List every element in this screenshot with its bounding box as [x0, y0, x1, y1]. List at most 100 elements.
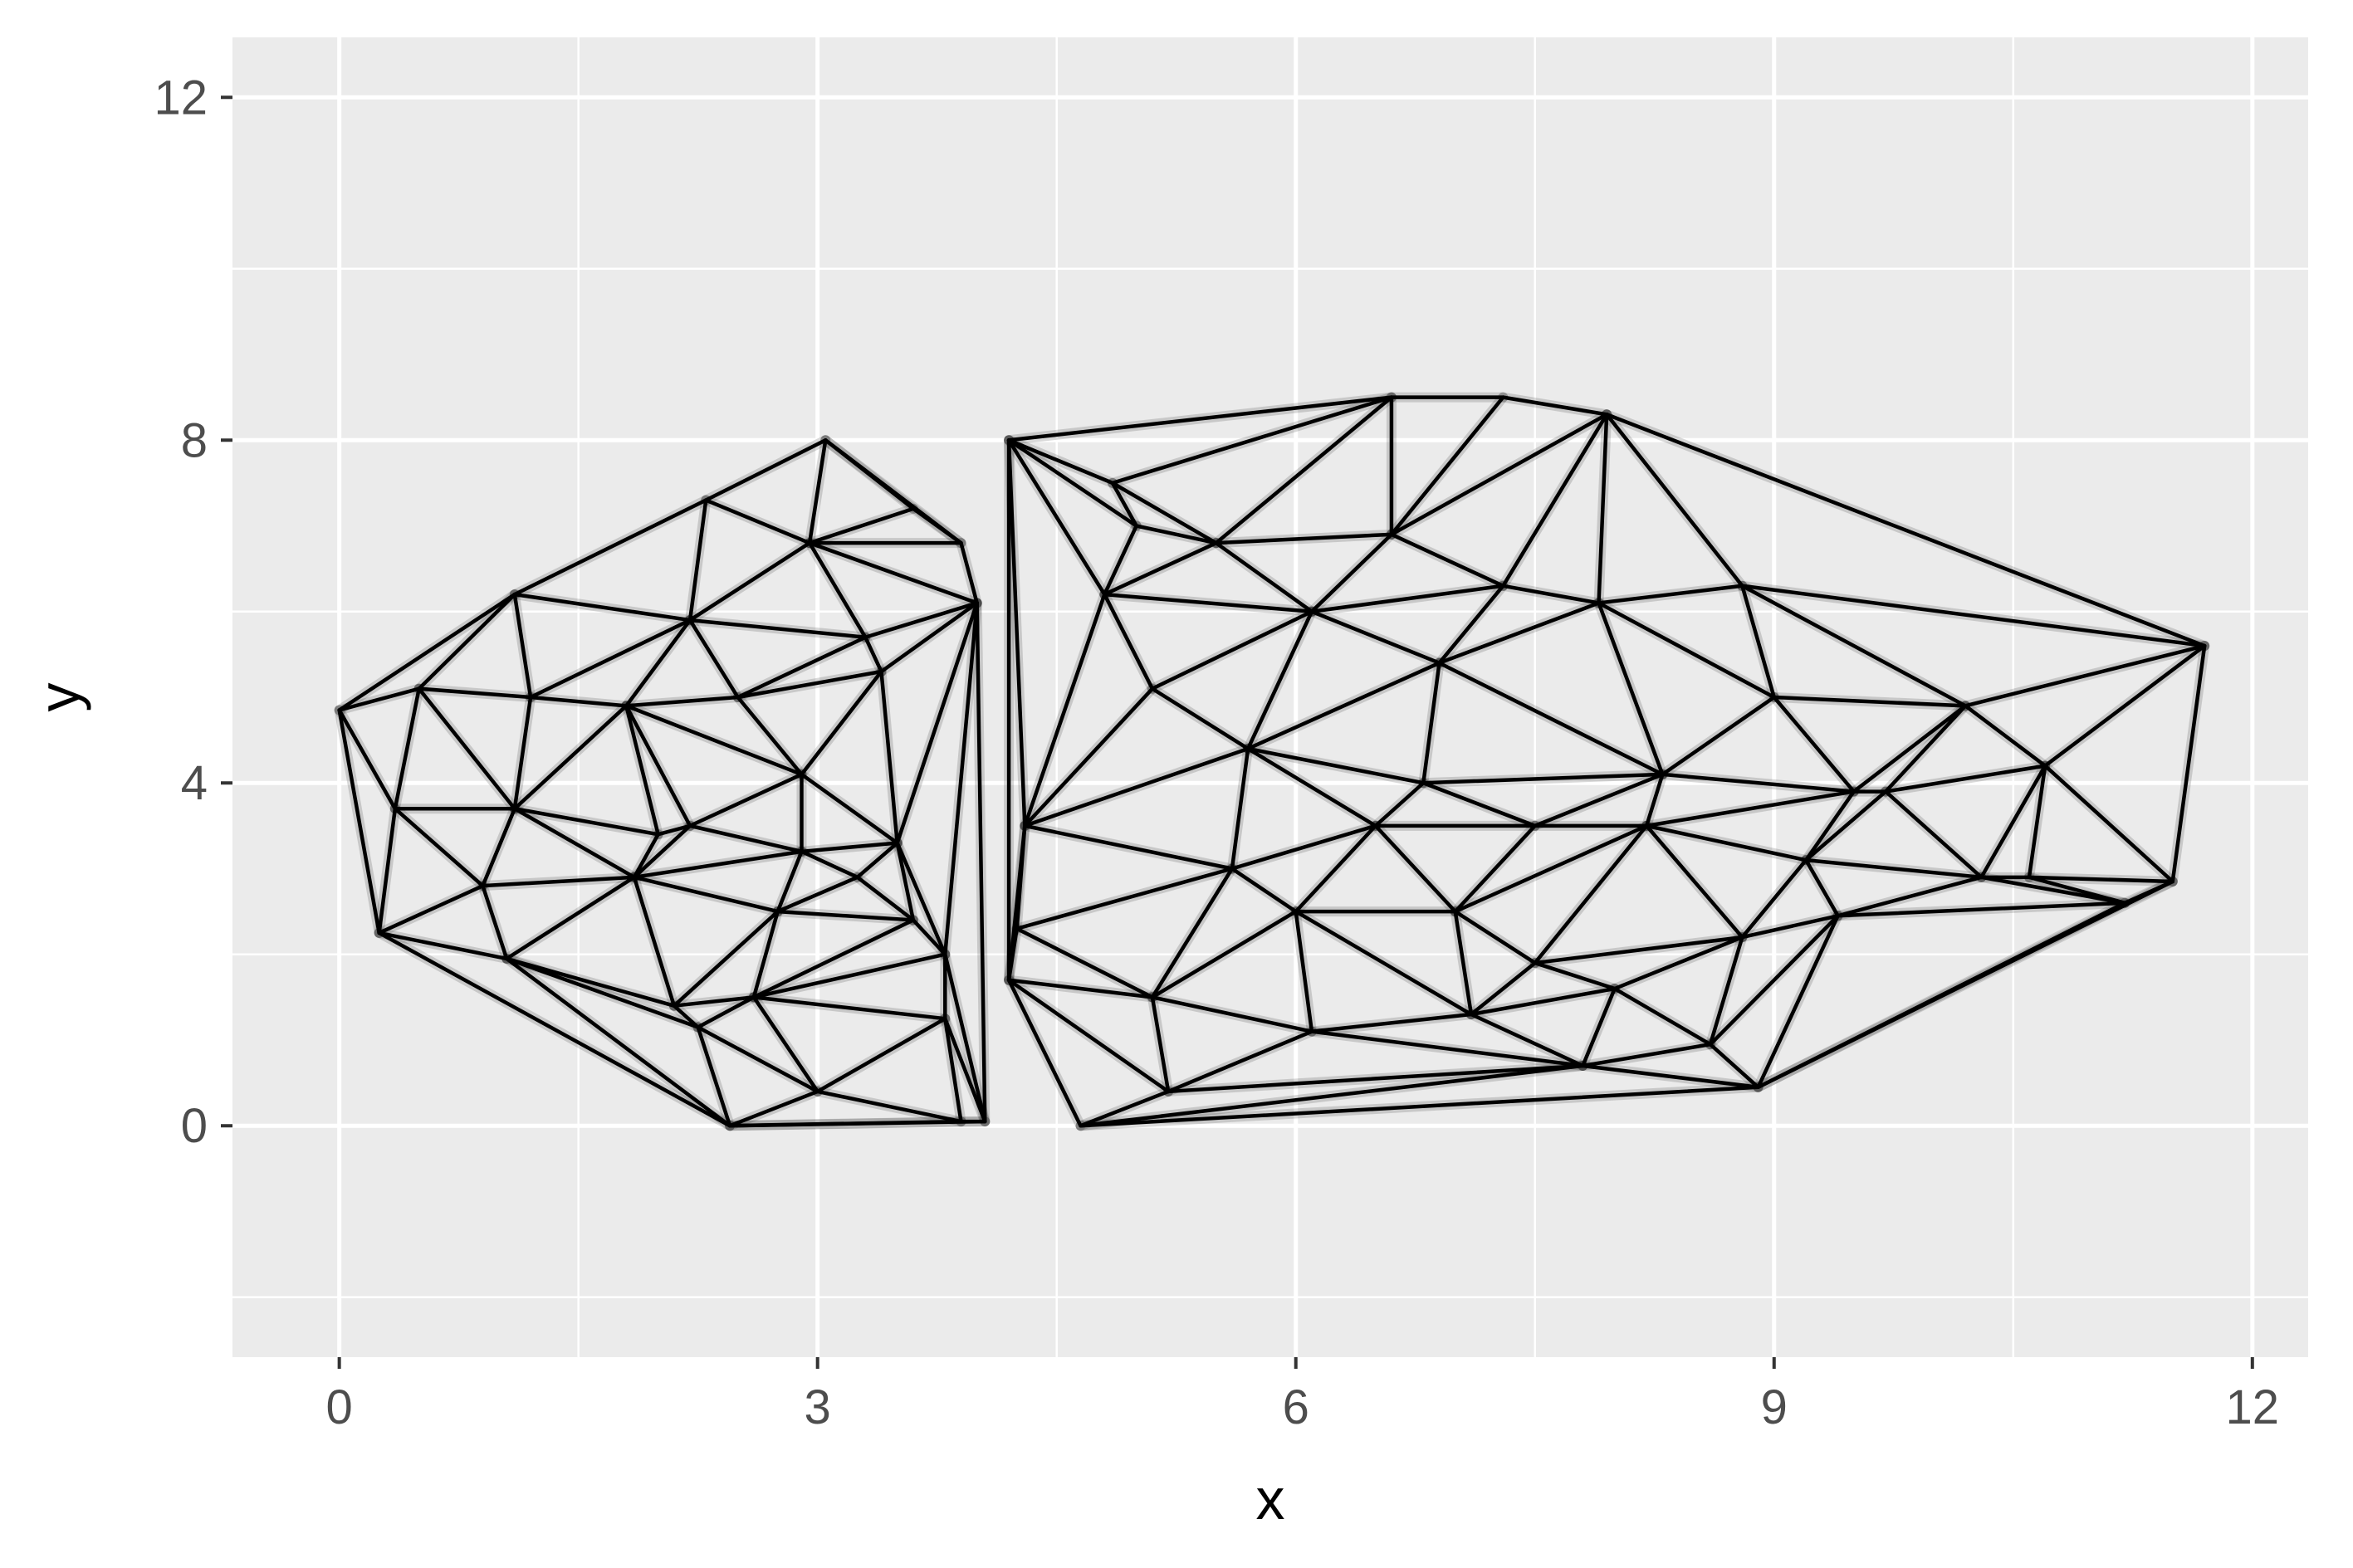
triangulation-edge-right — [1245, 746, 1377, 828]
triangulation-edge-left — [505, 956, 700, 1029]
triangulation-edge-right — [1006, 438, 1115, 486]
triangulation-edge-left — [632, 875, 780, 914]
triangulation-edge-left — [632, 849, 804, 880]
triangulation-edge-right — [1389, 532, 1505, 589]
triangulation-edge-right — [1469, 986, 1617, 1017]
triangulation-edge-right — [1150, 686, 1250, 751]
triangulation-edge-left — [736, 635, 868, 700]
triangulation-edge-left — [481, 883, 509, 961]
triangulation-edge-left — [807, 438, 828, 545]
triangulation-edge-right — [1110, 481, 1138, 528]
triangulation-edge-right — [1015, 867, 1235, 931]
triangulation-edge-right — [1437, 601, 1601, 665]
triangulation-edge-right — [1836, 901, 2127, 918]
triangulation-edge-left — [393, 806, 485, 888]
triangulation-edge-right — [1644, 823, 1808, 862]
y-tick-label: 4 — [181, 756, 208, 810]
triangulation-edge-left — [512, 592, 533, 700]
triangulation-edge-left — [863, 635, 883, 674]
triangulation-edge-left — [751, 909, 780, 999]
triangulation-edge-right — [1533, 960, 1617, 991]
triangulation-edge-right — [1103, 524, 1138, 597]
triangulation-edge-right — [1294, 909, 1474, 1017]
triangulation-edge-left — [736, 669, 883, 700]
triangulation-edge-left — [505, 956, 677, 1008]
triangulation-edge-right — [1533, 935, 1744, 965]
triangulation-edge-left — [800, 772, 899, 845]
triangulation-edge-right — [1230, 823, 1377, 871]
triangulation-edge-right — [1604, 413, 1744, 589]
triangulation-edge-right — [1214, 532, 1394, 545]
triangulation-edge-right — [2027, 764, 2047, 880]
triangulation-edge-right — [1661, 695, 1777, 777]
triangulation-edge-left — [800, 841, 899, 854]
triangulation-edge-right — [1309, 609, 1441, 665]
triangulation-edge-right — [1883, 704, 1968, 794]
triangulation-edge-right — [1150, 995, 1171, 1094]
triangulation-edge-left — [807, 540, 979, 605]
triangulation-edge-left — [895, 841, 916, 922]
triangulation-edge-right — [2027, 875, 2175, 884]
triangulation-edge-left — [624, 704, 660, 837]
triangulation-edge-right — [1740, 584, 1777, 700]
triangulation-edge-right — [1309, 1029, 1585, 1068]
triangulation-edge-right — [1389, 395, 1505, 537]
triangulation-edge-right — [2027, 875, 2127, 906]
triangulation-edge-right — [1453, 823, 1537, 914]
x-tick-label: 9 — [1761, 1380, 1788, 1434]
triangulation-edge-left — [704, 498, 812, 545]
triangulation-edge-right — [1612, 986, 1713, 1047]
triangulation-edge-left — [775, 875, 859, 914]
triangulation-edge-left — [512, 498, 708, 597]
triangulation-edge-left — [632, 875, 677, 1008]
x-axis: 0 3 6 9 12 — [326, 1357, 2279, 1434]
triangulation-edge-right — [1708, 914, 1840, 1047]
triangulation-edges — [334, 392, 2210, 1131]
triangulation-edge-right — [1581, 1063, 1760, 1090]
triangulation-edge-left — [807, 540, 868, 639]
triangulation-edge-right — [1469, 1012, 1585, 1068]
triangulation-edge-right — [1597, 413, 1609, 605]
triangulation-edge-left — [377, 883, 485, 935]
triangulation-edge-right — [1836, 875, 1984, 918]
y-tick-label: 12 — [154, 71, 208, 125]
triangulation-edge-right — [1581, 986, 1617, 1068]
triangulation-edge-left — [337, 686, 421, 712]
triangulation-edge-right — [1501, 584, 1601, 605]
triangulation-edge-right — [1883, 789, 1984, 880]
triangulation-edge-right — [1006, 438, 1027, 828]
triangulation-edge-left — [800, 669, 883, 777]
y-tick-label: 0 — [181, 1099, 208, 1153]
triangulation-edge-right — [1661, 772, 1856, 794]
triangulation-edge-left — [751, 995, 947, 1021]
triangulation-edge-left — [687, 618, 868, 639]
triangulation-edge-right — [1006, 978, 1083, 1128]
triangulation-edge-left — [687, 540, 812, 623]
y-axis-title: y — [27, 683, 91, 712]
triangulation-edge-right — [1214, 540, 1314, 614]
triangulation-edge-right — [1245, 609, 1314, 751]
triangulation-edge-left — [624, 704, 692, 828]
triangulation-edge-left — [377, 931, 509, 961]
triangulation-edge-left — [775, 909, 916, 922]
triangulation-edge-right — [1166, 1029, 1314, 1094]
triangulation-edge-right — [1453, 909, 1474, 1017]
major-gridlines — [232, 37, 2308, 1357]
triangulation-edge-left — [943, 601, 979, 956]
triangulation-edge-left — [624, 618, 692, 708]
triangulation-edge-right — [1006, 395, 1394, 442]
triangulation-edge-left — [417, 686, 517, 811]
triangulation-edge-right — [1309, 1012, 1474, 1033]
triangulation-edge-left — [505, 875, 637, 961]
triangulation-edge-left — [943, 1016, 987, 1124]
triangulation-edge-left — [632, 832, 660, 880]
triangulation-edge-right — [1309, 584, 1505, 614]
triangulation-edge-right — [1110, 481, 1218, 545]
triangulation-edge-right — [1006, 438, 1138, 528]
x-tick-label: 0 — [326, 1380, 353, 1434]
triangulation-edge-right — [1979, 764, 2047, 880]
triangulation-edge-right — [1437, 584, 1505, 665]
triangulation-edge-left — [337, 592, 517, 712]
triangulation-edge-left — [879, 669, 899, 845]
